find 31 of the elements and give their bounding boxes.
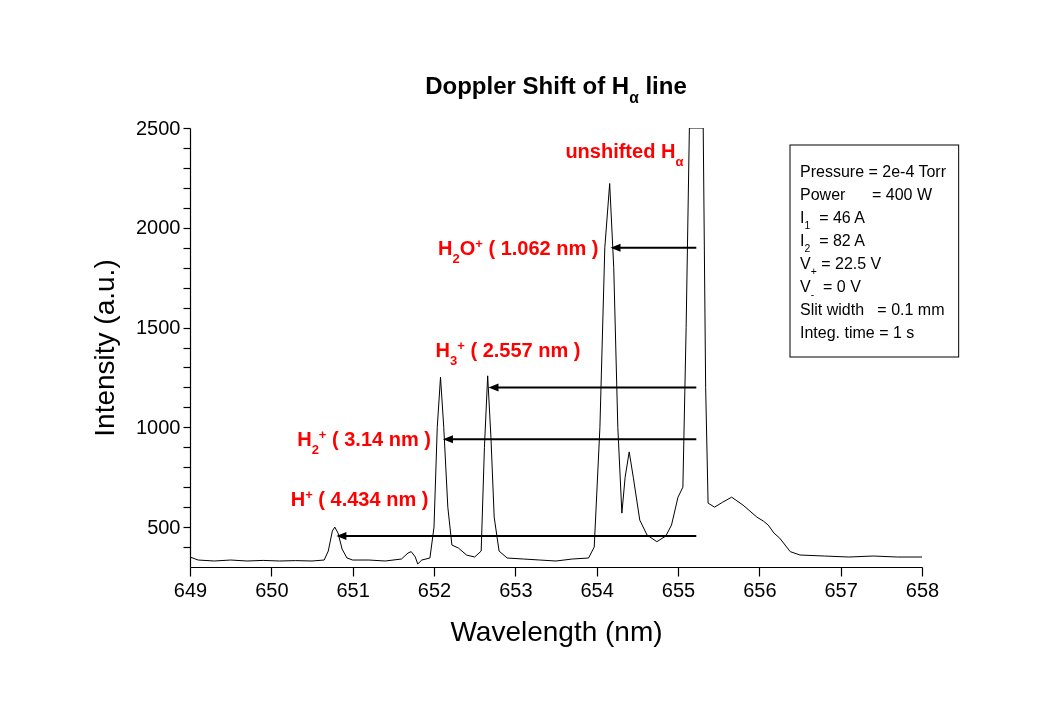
- x-tick-label: 655: [661, 578, 696, 601]
- annotation: unshifted H$_{α}$: [565, 140, 684, 169]
- x-tick-label: 653: [499, 578, 533, 601]
- x-tick-label: 657: [824, 578, 858, 601]
- annotation: H$_{2}$O$^{+}$ ( 1.062 nm ): [438, 235, 599, 266]
- x-tick-label: 651: [336, 578, 370, 601]
- annotation: H$_{3}$$^{+}$ ( 2.557 nm ): [435, 337, 581, 368]
- chart-title: Doppler Shift of H$_{α}$ line: [425, 72, 687, 106]
- annotation: H$_{2}$$^{+}$ ( 3.14 nm ): [297, 426, 431, 457]
- x-axis-title: Wavelength (nm): [450, 615, 663, 647]
- annotation: Slit width = 0.1 mm: [800, 301, 945, 318]
- x-tick-label: 652: [417, 578, 452, 601]
- x-tick-label: 649: [173, 578, 208, 601]
- x-tick-label: 656: [743, 578, 777, 601]
- y-tick-label: 500: [147, 515, 181, 538]
- annotation: I$_{1}$ = 46 A: [800, 209, 866, 231]
- annotation: I$_{2}$ = 82 A: [800, 232, 866, 254]
- y-tick-label: 1500: [136, 316, 181, 339]
- y-tick-label: 2500: [136, 116, 181, 139]
- annotation: Integ. time = 1 s: [800, 324, 915, 341]
- annotation: V$_{+}$ = 22.5 V: [800, 255, 882, 277]
- annotation: Pressure = 2e-4 Torr: [800, 163, 947, 180]
- annotation: V$_{-}$ = 0 V: [800, 278, 862, 300]
- x-tick-label: 658: [905, 578, 940, 601]
- y-axis-title: Intensity (a.u.): [89, 259, 121, 437]
- y-tick-label: 1000: [136, 415, 181, 438]
- x-tick-label: 650: [255, 578, 289, 601]
- annotation: Power = 400 W: [800, 186, 933, 203]
- x-tick-label: 654: [580, 578, 614, 601]
- y-tick-label: 2000: [136, 216, 181, 239]
- annotation: H$^{+}$ ( 4.434 nm ): [290, 486, 429, 511]
